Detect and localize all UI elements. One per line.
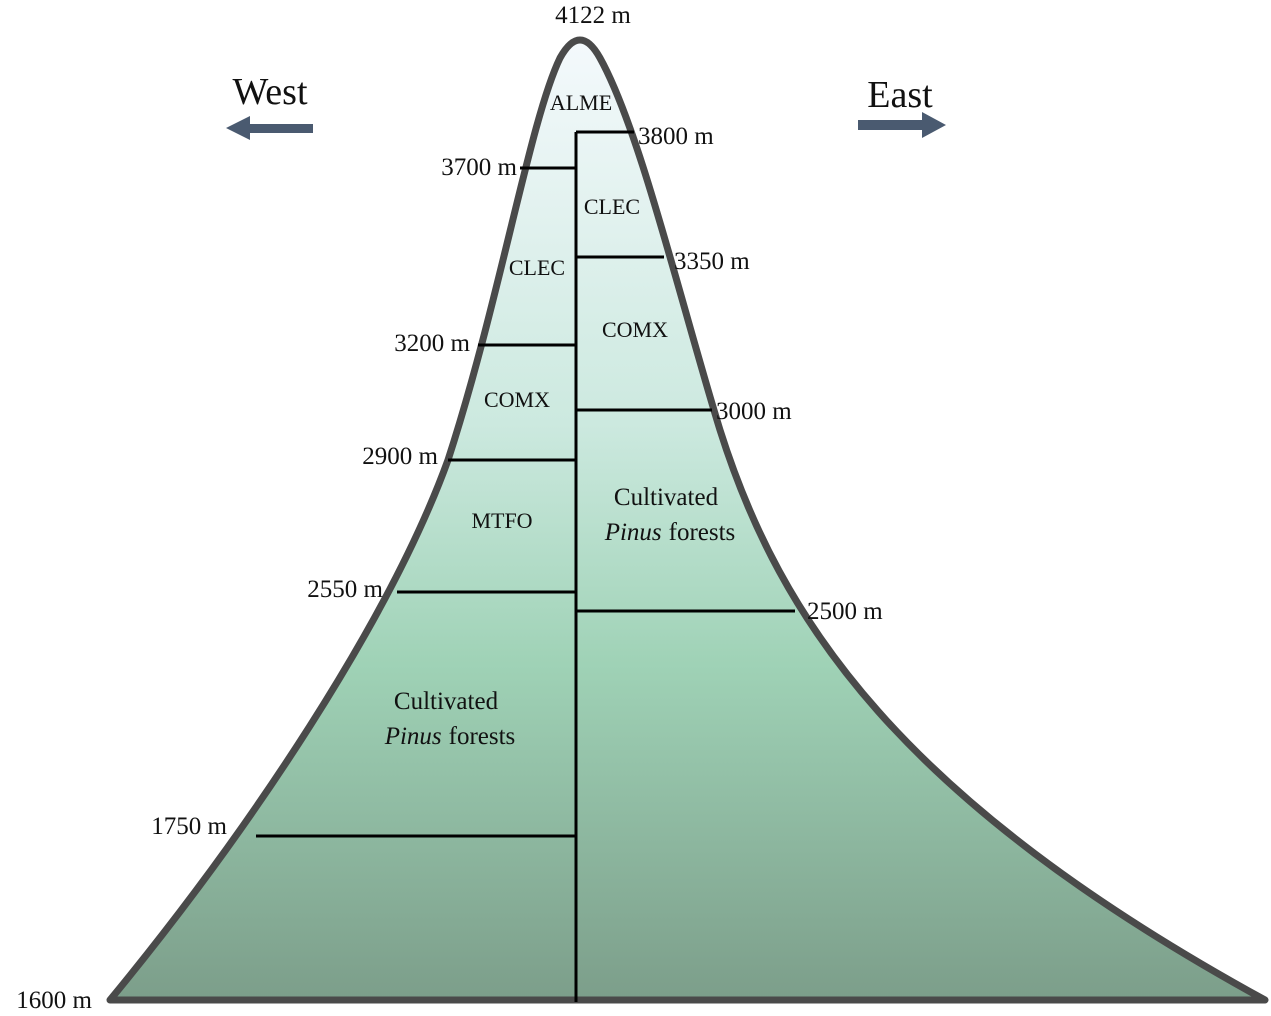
elevation-label: 3350 m xyxy=(674,248,750,275)
zone-label: Pinus forests xyxy=(384,723,516,750)
mountain xyxy=(106,36,1269,1004)
zone-label: COMX xyxy=(484,387,550,412)
elevation-label: 1600 m xyxy=(16,987,92,1014)
word: forests xyxy=(449,723,516,750)
zone-label: COMX xyxy=(602,317,668,342)
elevation-label: 3800 m xyxy=(638,123,714,150)
zone-label: CLEC xyxy=(509,255,565,280)
west-arrow xyxy=(226,116,313,140)
elevation-label: 2900 m xyxy=(362,443,438,470)
elevation-label: 3000 m xyxy=(716,398,792,425)
summit-label: 4122 m xyxy=(555,2,631,29)
elevation-label: 2550 m xyxy=(307,576,383,603)
zone-label: Cultivated xyxy=(614,484,719,511)
zone-lines xyxy=(256,130,795,1002)
word: forests xyxy=(669,519,736,546)
zone-label: Cultivated xyxy=(394,688,499,715)
direction-label: East xyxy=(867,74,933,116)
elevation-label: 2500 m xyxy=(807,598,883,625)
direction-label: West xyxy=(232,71,307,113)
elevation-label: 3200 m xyxy=(394,330,470,357)
zone-label: ALME xyxy=(550,90,612,115)
elevation-label: 3700 m xyxy=(441,154,517,181)
zone-label: Pinus forests xyxy=(604,519,736,546)
arrows xyxy=(226,112,946,140)
zone-label: CLEC xyxy=(584,194,640,219)
elevation-label: 1750 m xyxy=(151,813,227,840)
east-arrow xyxy=(858,112,946,138)
zone-label: MTFO xyxy=(471,508,532,533)
italic-word: Pinus xyxy=(384,723,442,750)
italic-word: Pinus xyxy=(604,519,662,546)
